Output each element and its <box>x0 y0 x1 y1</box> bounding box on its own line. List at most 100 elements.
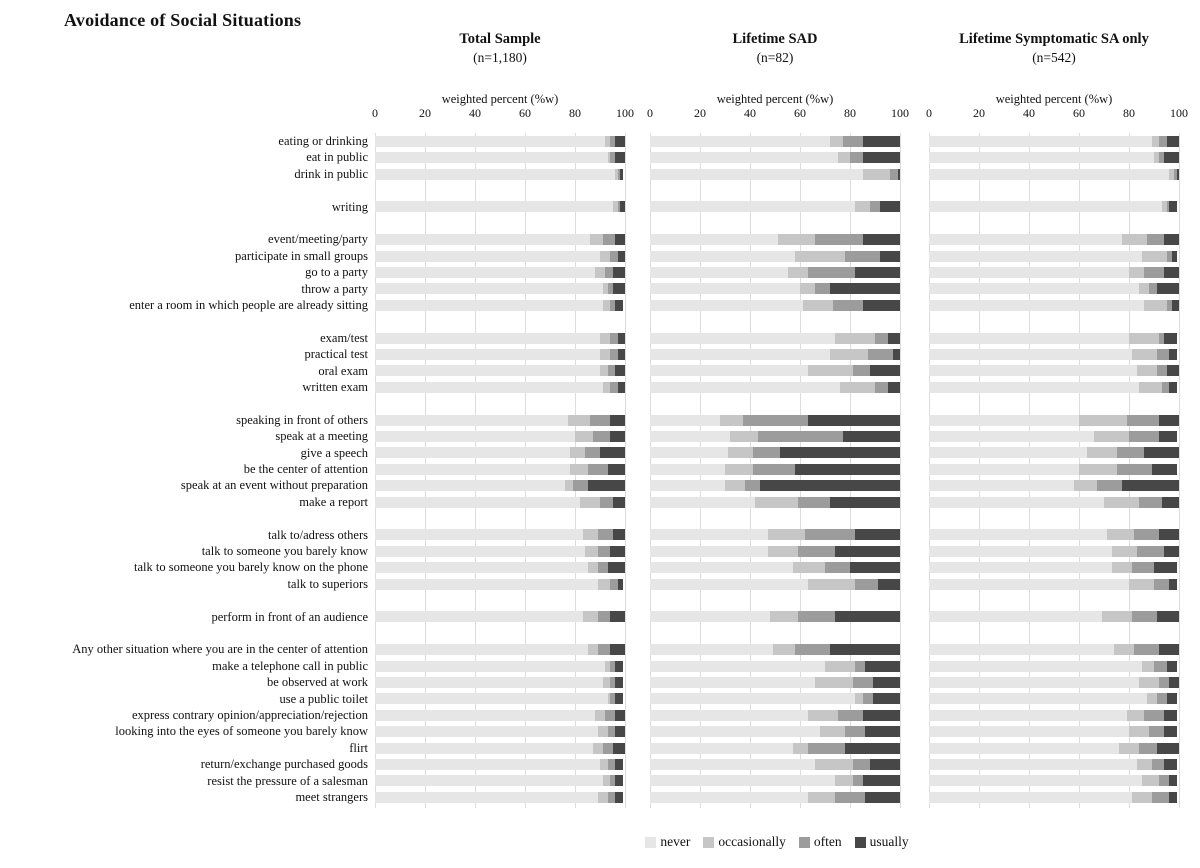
bar-segment-often <box>1134 644 1159 656</box>
bar-segment-occasionally <box>1139 381 1162 393</box>
bar-segment-often <box>1156 693 1167 705</box>
legend-item-occasionally: occasionally <box>703 834 786 850</box>
bar-segment-occasionally <box>602 283 608 295</box>
bar-segment-never <box>375 578 598 590</box>
bar-segment-never <box>929 578 1129 590</box>
bar-segment-never <box>650 250 795 262</box>
bar-segment-never <box>929 726 1129 738</box>
bar-segment-never <box>929 332 1129 344</box>
bar-segment-often <box>845 250 880 262</box>
stacked-bar <box>375 234 625 246</box>
bar-segment-occasionally <box>1129 726 1149 738</box>
bar-segment-occasionally <box>607 693 610 705</box>
bar-segment-usually <box>862 299 900 311</box>
bar-segment-never <box>650 578 808 590</box>
legend-label: often <box>813 834 842 849</box>
bar-segment-often <box>855 660 865 672</box>
bar-segment-often <box>607 365 615 377</box>
bar-segment-often <box>592 430 610 442</box>
stacked-bar <box>929 283 1179 295</box>
bar-segment-usually <box>612 283 625 295</box>
bar-segment-often <box>597 529 613 541</box>
axis-tick-label: 60 <box>1073 106 1085 120</box>
axis-tick-label: 0 <box>926 106 932 120</box>
bar-segment-usually <box>830 496 900 508</box>
bar-segment-never <box>650 201 855 213</box>
bar-segment-usually <box>612 496 625 508</box>
bar-segment-usually <box>587 480 625 492</box>
bar-segment-never <box>650 676 815 688</box>
bar-segment-often <box>890 168 898 180</box>
bar-segment-never <box>929 660 1142 672</box>
bar-segment-often <box>1126 414 1159 426</box>
stacked-bar <box>650 791 900 803</box>
bar-segment-often <box>597 545 610 557</box>
stacked-bar <box>929 775 1179 787</box>
stacked-bar <box>650 283 900 295</box>
bar-segment-often <box>1136 545 1164 557</box>
bar-segment-occasionally <box>1101 611 1132 623</box>
bar-segment-occasionally <box>800 283 815 295</box>
stacked-bar <box>650 709 900 721</box>
bar-segment-often <box>1131 611 1157 623</box>
bar-segment-usually <box>615 135 626 147</box>
stacked-bar <box>929 562 1179 574</box>
row-label: perform in front of an audience <box>211 609 368 624</box>
row-label: drink in public <box>294 166 368 181</box>
bar-segment-often <box>852 758 870 770</box>
bar-segment-often <box>597 644 610 656</box>
bar-segment-occasionally <box>1094 430 1129 442</box>
bar-segment-often <box>1144 709 1164 721</box>
bar-segment-occasionally <box>825 660 855 672</box>
bar-segment-often <box>1149 283 1157 295</box>
bar-segment-never <box>929 709 1127 721</box>
bar-segment-usually <box>835 545 900 557</box>
bar-segment-occasionally <box>570 447 585 459</box>
bar-segment-usually <box>897 168 900 180</box>
bar-segment-often <box>752 463 795 475</box>
bar-segment-often <box>852 775 863 787</box>
stacked-bar <box>375 266 625 278</box>
stacked-bar <box>929 726 1179 738</box>
bar-segment-occasionally <box>1161 201 1167 213</box>
bar-segment-usually <box>1169 775 1177 787</box>
bar-segment-occasionally <box>855 201 870 213</box>
bar-segment-never <box>375 348 600 360</box>
bar-segment-occasionally <box>1079 463 1117 475</box>
bar-segment-often <box>1154 578 1169 590</box>
row-label: speaking in front of others <box>236 412 368 427</box>
bar-segment-usually <box>620 168 623 180</box>
stacked-bar <box>929 447 1179 459</box>
stacked-bar <box>929 529 1179 541</box>
bar-segment-occasionally <box>777 234 815 246</box>
stacked-bar <box>929 660 1179 672</box>
bar-segment-occasionally <box>595 266 605 278</box>
panel-title: Lifetime Symptomatic SA only <box>959 31 1149 47</box>
bar-segment-often <box>1151 758 1164 770</box>
bar-segment-occasionally <box>767 529 805 541</box>
axis-tick-label: 100 <box>616 106 634 120</box>
bar-segment-usually <box>612 742 625 754</box>
bar-segment-usually <box>615 693 623 705</box>
bar-segment-never <box>375 742 593 754</box>
stacked-bar <box>929 676 1179 688</box>
bar-segment-usually <box>1169 348 1177 360</box>
bar-segment-never <box>929 135 1152 147</box>
bar-segment-occasionally <box>840 381 875 393</box>
bar-segment-occasionally <box>830 348 868 360</box>
bar-segment-usually <box>760 480 900 492</box>
bar-segment-occasionally <box>605 660 610 672</box>
bar-segment-usually <box>1159 430 1177 442</box>
bar-segment-often <box>605 266 613 278</box>
bar-segment-usually <box>1164 332 1177 344</box>
bar-segment-usually <box>1156 742 1179 754</box>
row-label: talk to/adress others <box>268 527 368 542</box>
bar-segment-occasionally <box>600 348 610 360</box>
bar-segment-often <box>845 726 865 738</box>
legend-swatch-often <box>798 836 810 848</box>
stacked-bar <box>929 480 1179 492</box>
stacked-bar <box>375 250 625 262</box>
bar-segment-often <box>1096 480 1122 492</box>
bar-segment-often <box>867 348 893 360</box>
plot-panel-sad <box>650 133 901 808</box>
